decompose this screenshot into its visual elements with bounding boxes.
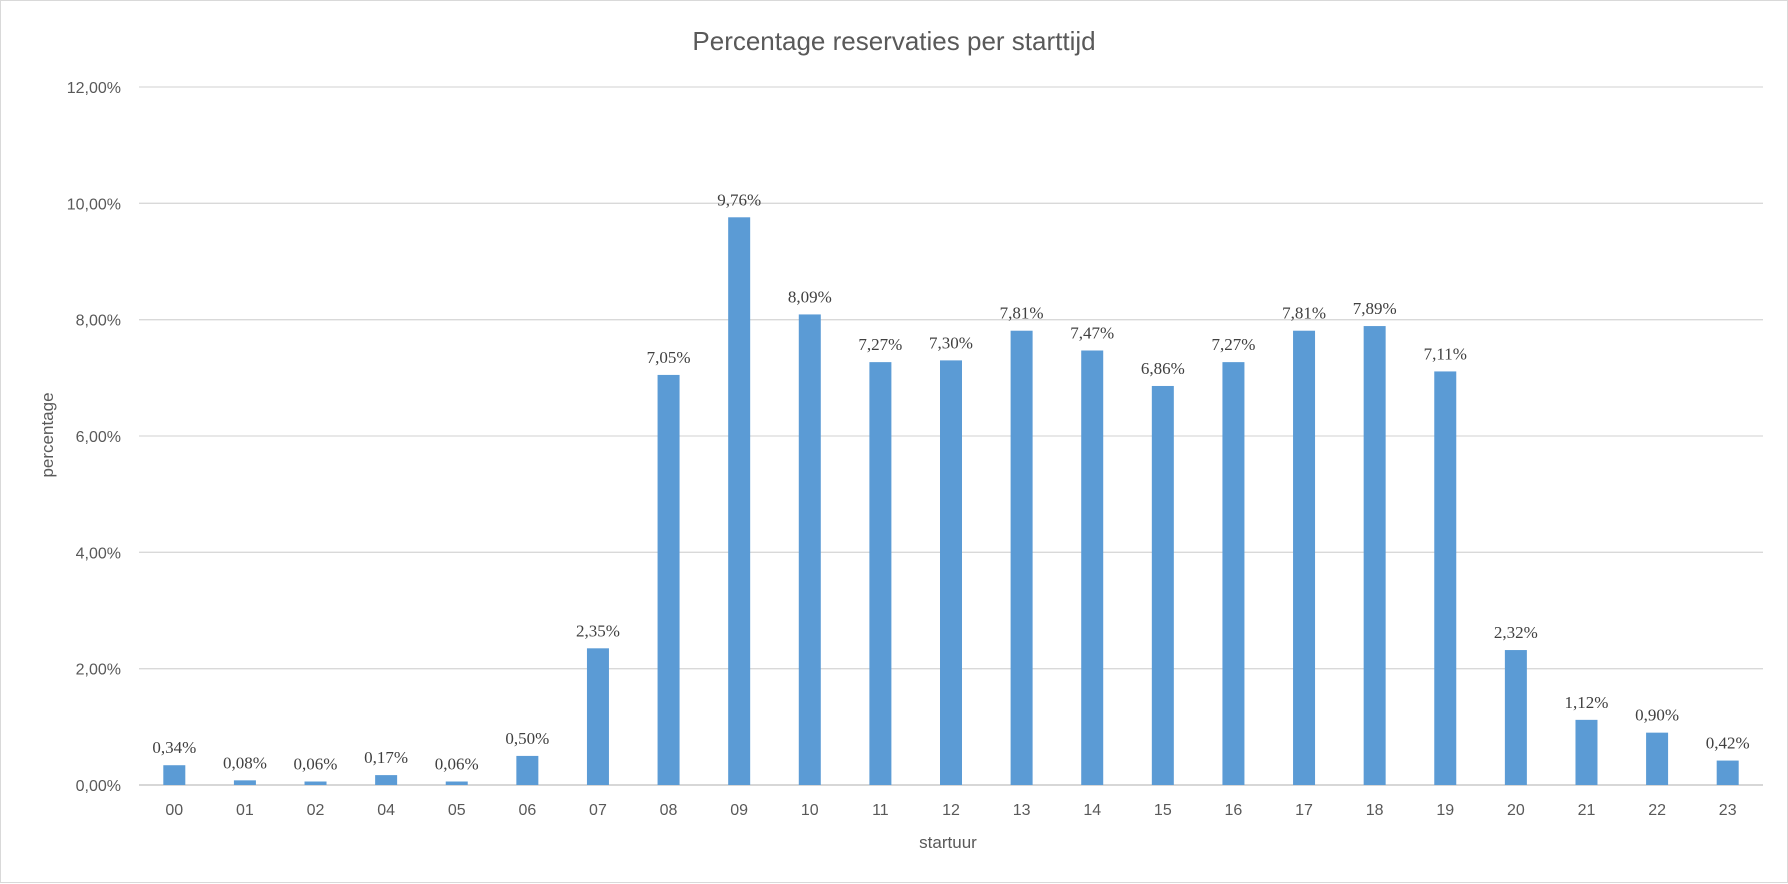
data-label-00: 0,34% [152, 738, 196, 757]
data-label-09: 9,76% [717, 190, 761, 209]
x-tick-label: 09 [730, 802, 748, 819]
bar-15 [1151, 385, 1174, 785]
data-label-22: 0,90% [1635, 706, 1679, 725]
x-tick-label: 12 [942, 802, 960, 819]
y-tick-label: 8,00% [76, 313, 121, 330]
chart-title: Percentage reservaties per starttijd [692, 26, 1095, 56]
bar-05 [445, 781, 468, 785]
x-tick-label: 22 [1648, 802, 1666, 819]
data-labels: 0,34% 0,08% 0,06% 0,17% 0,06% 0,50% 2,35% 7,05%… [152, 190, 1749, 773]
bar-18 [1363, 326, 1386, 785]
x-tick-label: 11 [872, 802, 889, 819]
x-tick-label: 19 [1436, 802, 1454, 819]
data-label-02: 0,06% [294, 755, 338, 774]
x-tick-label: 14 [1083, 802, 1101, 819]
y-tick-label: 0,00% [76, 778, 121, 795]
bar-16 [1222, 362, 1245, 785]
x-tick-label: 23 [1719, 802, 1737, 819]
bar-04 [375, 775, 398, 785]
x-axis-ticks: 00 01 02 04 05 06 07 08 09 10 11 12 13 14 15 16 17 18 19 20… [165, 802, 1736, 819]
y-axis-ticks: 0,00% 2,00% 4,00% 6,00% 8,00% 10,00% 12,00% [67, 80, 121, 795]
y-tick-label: 6,00% [76, 429, 121, 446]
x-tick-label: 06 [518, 802, 536, 819]
bar-08 [657, 374, 680, 785]
y-axis-title: percentage [38, 392, 57, 477]
x-tick-label: 04 [377, 802, 395, 819]
x-tick-label: 17 [1295, 802, 1313, 819]
x-tick-label: 10 [801, 802, 819, 819]
data-label-07: 2,35% [576, 621, 620, 640]
bar-09 [728, 217, 751, 785]
bars [163, 217, 1739, 785]
x-tick-label: 21 [1578, 802, 1596, 819]
data-label-01: 0,08% [223, 753, 267, 772]
bar-21 [1575, 719, 1598, 785]
bar-17 [1293, 330, 1316, 785]
bar-06 [516, 755, 539, 785]
x-tick-label: 16 [1225, 802, 1243, 819]
x-tick-label: 00 [165, 802, 183, 819]
bar-02 [304, 781, 327, 785]
data-label-14: 7,47% [1070, 323, 1114, 342]
data-label-21: 1,12% [1565, 693, 1609, 712]
data-label-04: 0,17% [364, 748, 408, 767]
y-tick-label: 10,00% [67, 196, 121, 213]
data-label-06: 0,50% [505, 729, 549, 748]
data-label-23: 0,42% [1706, 734, 1750, 753]
bar-19 [1434, 371, 1457, 785]
data-label-17: 7,81% [1282, 304, 1326, 323]
data-label-05: 0,06% [435, 755, 479, 774]
bar-22 [1646, 732, 1669, 785]
bar-00 [163, 765, 186, 785]
bar-13 [1010, 330, 1033, 785]
x-axis-title: startuur [919, 833, 977, 852]
x-tick-label: 08 [660, 802, 678, 819]
data-label-16: 7,27% [1211, 335, 1255, 354]
bar-20 [1504, 650, 1527, 785]
x-tick-label: 05 [448, 802, 466, 819]
data-label-18: 7,89% [1353, 299, 1397, 318]
data-label-15: 6,86% [1141, 359, 1185, 378]
y-tick-label: 12,00% [67, 80, 121, 97]
bar-11 [869, 362, 892, 785]
bar-10 [798, 314, 821, 785]
y-tick-label: 2,00% [76, 662, 121, 679]
bar-07 [586, 648, 609, 785]
x-tick-label: 18 [1366, 802, 1384, 819]
x-tick-label: 20 [1507, 802, 1525, 819]
data-label-08: 7,05% [647, 348, 691, 367]
x-tick-label: 02 [307, 802, 325, 819]
bar-23 [1716, 760, 1739, 785]
data-label-11: 7,27% [858, 335, 902, 354]
x-tick-label: 01 [236, 802, 254, 819]
bar-01 [233, 780, 256, 785]
bar-12 [940, 360, 962, 785]
x-tick-label: 07 [589, 802, 607, 819]
y-tick-label: 4,00% [76, 545, 121, 562]
x-tick-label: 13 [1013, 802, 1031, 819]
data-label-10: 8,09% [788, 287, 832, 306]
bar-14 [1081, 350, 1104, 785]
data-label-12: 7,30% [929, 333, 973, 352]
data-label-19: 7,11% [1424, 344, 1467, 363]
data-label-20: 2,32% [1494, 623, 1538, 642]
data-label-13: 7,81% [1000, 304, 1044, 323]
x-tick-label: 15 [1154, 802, 1172, 819]
